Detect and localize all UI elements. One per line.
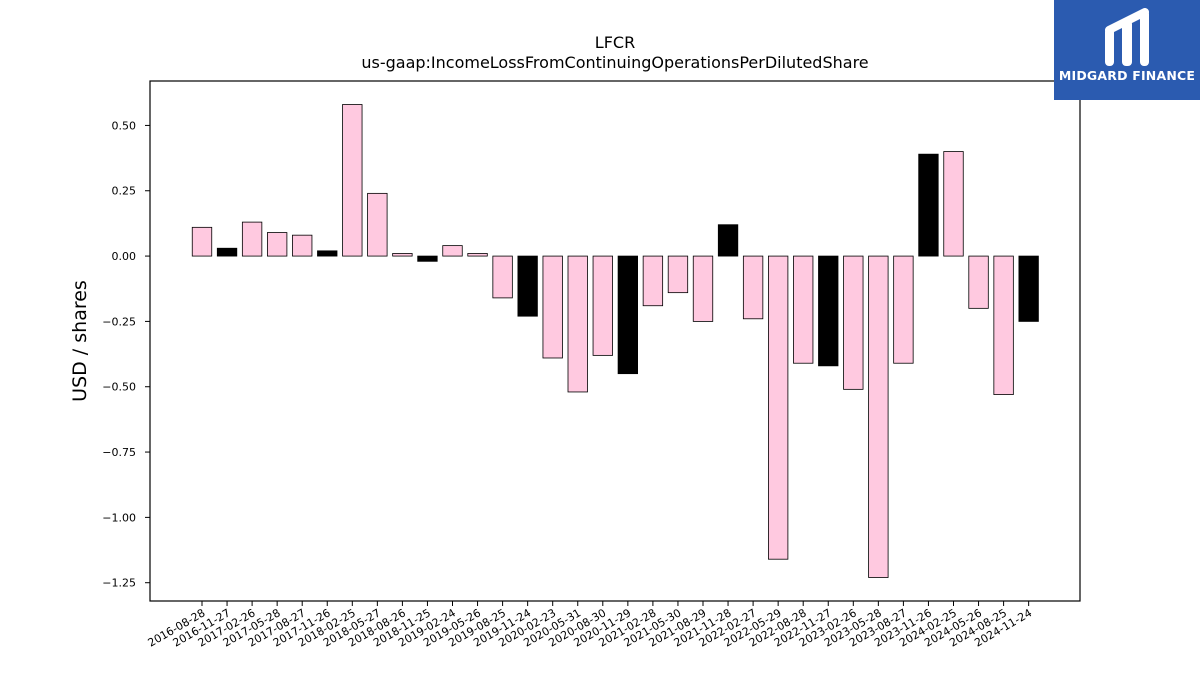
bar-2022-02-27 xyxy=(742,255,764,320)
bar-2019-08-25 xyxy=(492,255,513,299)
y-tick-label: −1.25 xyxy=(102,577,136,590)
bars-group xyxy=(191,104,1039,578)
logo-text: MIDGARD FINANCE xyxy=(1058,68,1196,83)
bar-2020-05-31 xyxy=(567,255,588,393)
bar-2021-08-29 xyxy=(692,255,714,322)
plot-frame xyxy=(149,80,1081,602)
bar-2024-05-26 xyxy=(968,255,989,309)
bar-2020-11-29 xyxy=(617,255,638,375)
bar-2018-05-27 xyxy=(367,192,388,257)
bar-2017-05-28 xyxy=(266,232,288,257)
bar-2016-08-28 xyxy=(191,226,213,257)
x-ticks-group: 2016-08-282016-11-272017-02-262017-05-28… xyxy=(146,601,1034,650)
midgard-finance-logo: MIDGARD FINANCE xyxy=(1054,0,1200,100)
bar-2024-11-24 xyxy=(1018,255,1039,322)
bar-2020-08-30 xyxy=(592,255,613,356)
y-tick-label: −0.50 xyxy=(102,381,136,394)
y-ticks-group: 0.50 0.25 0.00 −0.25 −0.50 −0.75 −1.00 −1.25 xyxy=(102,119,150,590)
bar-2016-11-27 xyxy=(216,247,238,257)
bar-2022-11-27 xyxy=(818,255,839,367)
bar-2017-08-27 xyxy=(292,234,313,257)
bar-2024-08-25 xyxy=(993,255,1014,395)
bar-2018-02-25 xyxy=(342,104,363,257)
y-tick-label: −0.75 xyxy=(102,446,136,459)
y-tick-label: 0.25 xyxy=(112,185,137,198)
bar-2018-08-26 xyxy=(392,253,413,257)
y-tick-label: −1.00 xyxy=(102,511,136,524)
bar-2019-11-24 xyxy=(517,255,538,317)
chart-subtitle: us-gaap:IncomeLossFromContinuingOperatio… xyxy=(361,53,868,72)
bar-2021-05-30 xyxy=(667,255,689,294)
y-tick-label: −0.25 xyxy=(102,315,136,328)
bar-2020-02-23 xyxy=(542,255,563,359)
bar-2019-02-24 xyxy=(442,245,463,257)
bar-2023-02-26 xyxy=(843,255,864,390)
y-axis-label: USD / shares xyxy=(69,280,91,402)
bar-2022-05-29 xyxy=(768,255,789,560)
bar-2018-11-25 xyxy=(417,255,438,262)
y-tick-label: 0.50 xyxy=(112,119,137,132)
bar-2017-02-26 xyxy=(241,221,263,257)
bar-2023-08-27 xyxy=(893,255,914,364)
bar-2023-11-26 xyxy=(918,153,939,257)
midgard-logo-icon xyxy=(1105,8,1149,66)
bar-2021-11-28 xyxy=(717,224,739,257)
y-tick-label: 0.00 xyxy=(112,250,137,263)
bar-2024-02-25 xyxy=(943,151,964,257)
bar-2019-05-26 xyxy=(467,253,488,257)
chart-title: LFCR xyxy=(595,33,635,52)
bar-2017-11-26 xyxy=(317,250,338,257)
bar-2022-08-28 xyxy=(793,255,814,364)
bar-2023-05-28 xyxy=(868,255,889,578)
bar-2021-02-28 xyxy=(642,255,664,307)
